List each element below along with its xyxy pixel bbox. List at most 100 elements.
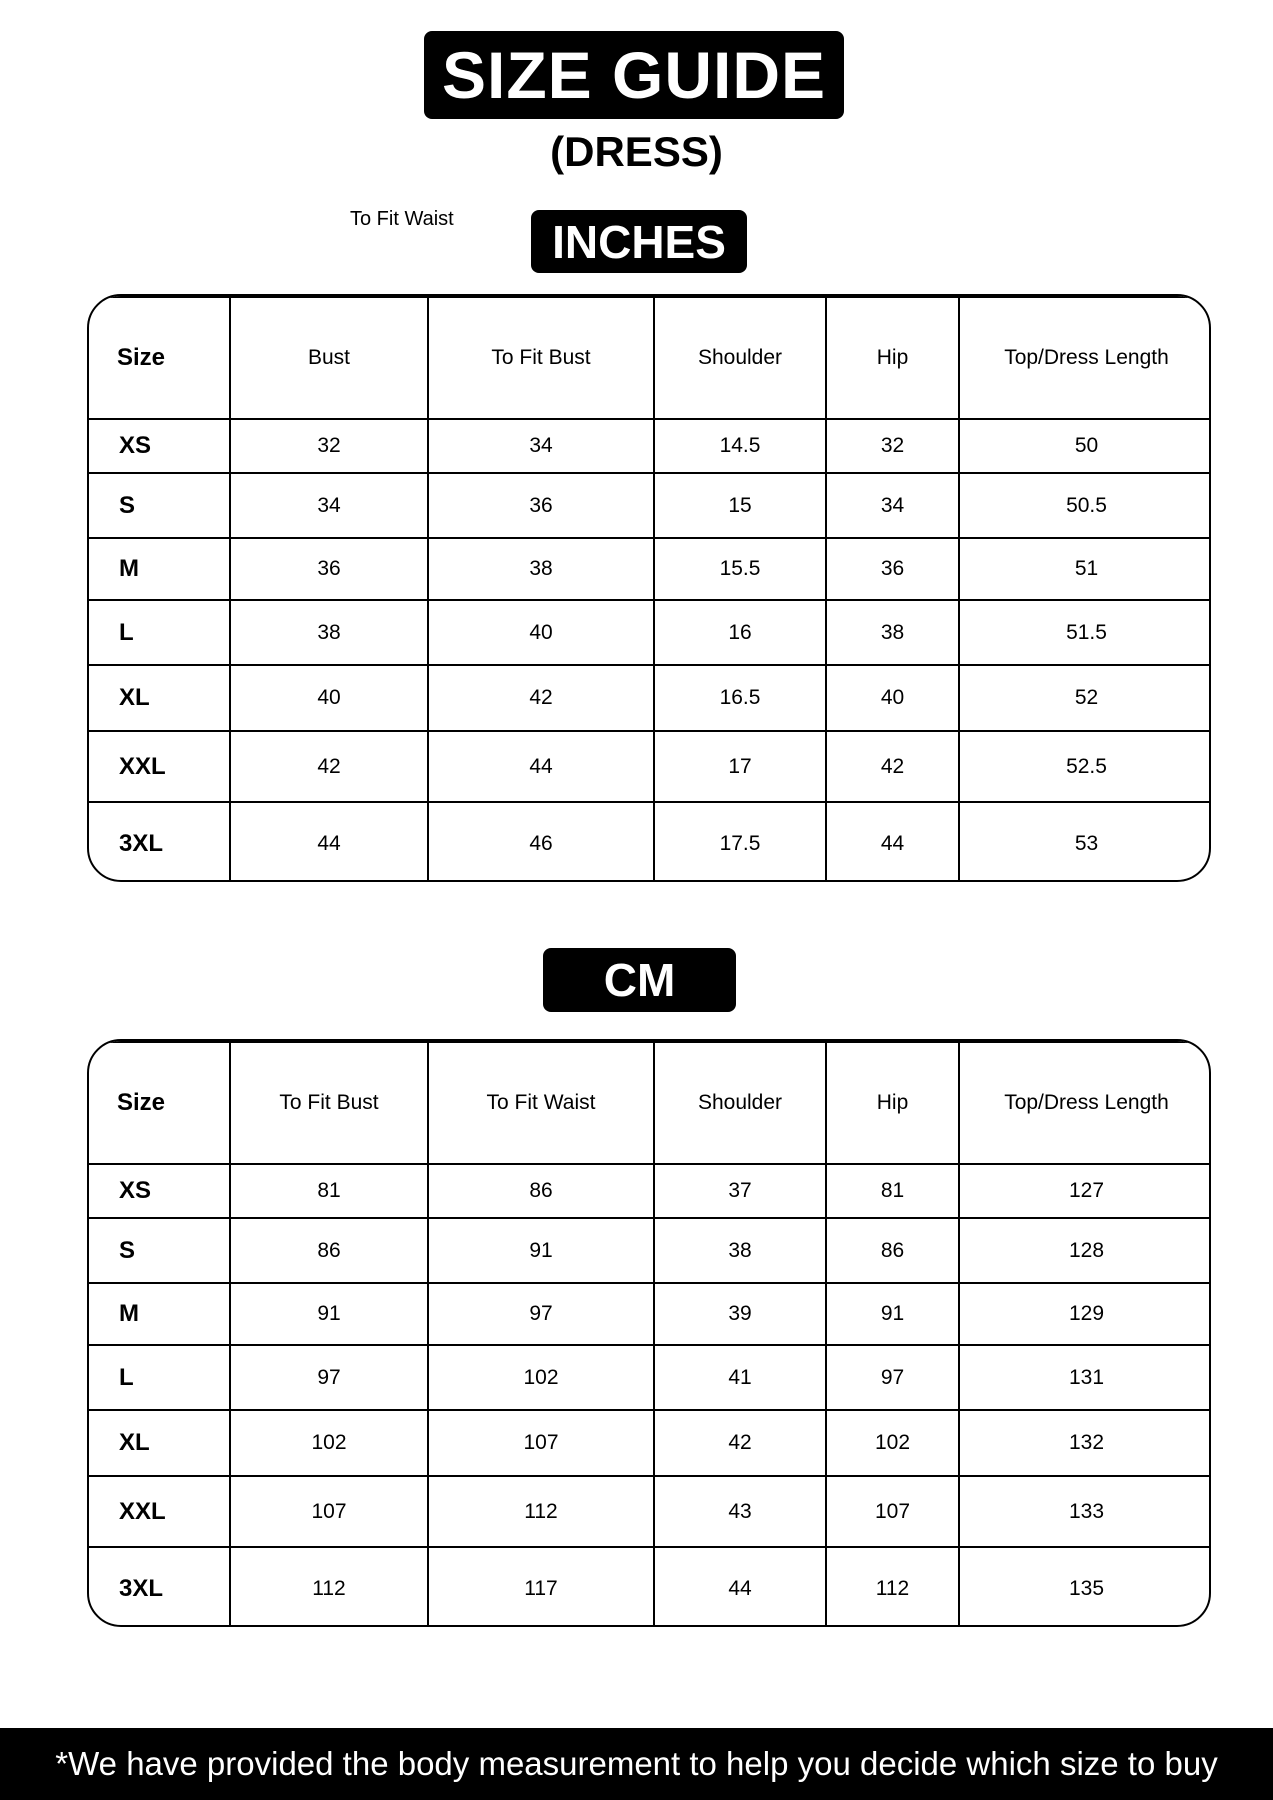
table-row: XL 40 42 16.5 40 52 — [89, 664, 1209, 732]
column-header: Shoulder — [653, 296, 827, 420]
cm-table-wrap: Size To Fit Bust To Fit Waist Shoulder Hip To… — [87, 1039, 1211, 1627]
cm-table: Size To Fit Bust To Fit Waist Shoulder Hip To… — [89, 1041, 1209, 1625]
column-header: To Fit Bust — [229, 1041, 429, 1165]
table-row: XXL 42 44 17 42 52.5 — [89, 730, 1209, 803]
value-cell: 50.5 — [958, 472, 1209, 539]
column-header: To Fit Waist — [427, 1041, 655, 1165]
size-cell: S — [89, 472, 231, 539]
size-cell: M — [89, 537, 231, 601]
value-cell: 102 — [229, 1409, 429, 1477]
value-cell: 34 — [229, 472, 429, 539]
value-cell: 129 — [958, 1282, 1209, 1346]
column-header: Shoulder — [653, 1041, 827, 1165]
value-cell: 42 — [427, 664, 655, 732]
value-cell: 42 — [825, 730, 960, 803]
column-header: Bust — [229, 296, 429, 420]
column-header: Hip — [825, 296, 960, 420]
header-row: Size Bust To Fit Bust Shoulder Hip Top/Dress … — [89, 296, 1209, 420]
table-row: 3XL 44 46 17.5 44 53 — [89, 801, 1209, 880]
value-cell: 132 — [958, 1409, 1209, 1477]
value-cell: 38 — [825, 599, 960, 666]
value-cell: 15.5 — [653, 537, 827, 601]
column-header: Top/Dress Length — [958, 296, 1209, 420]
value-cell: 128 — [958, 1217, 1209, 1284]
value-cell: 53 — [958, 801, 1209, 880]
value-cell: 86 — [825, 1217, 960, 1284]
value-cell: 41 — [653, 1344, 827, 1411]
value-cell: 112 — [229, 1546, 429, 1625]
cm-label: CM — [543, 948, 736, 1012]
value-cell: 44 — [229, 801, 429, 880]
value-cell: 52.5 — [958, 730, 1209, 803]
value-cell: 86 — [229, 1217, 429, 1284]
table-row: S 34 36 15 34 50.5 — [89, 472, 1209, 539]
value-cell: 44 — [825, 801, 960, 880]
value-cell: 36 — [825, 537, 960, 601]
value-cell: 102 — [427, 1344, 655, 1411]
column-header: To Fit Bust — [427, 296, 655, 420]
value-cell: 97 — [229, 1344, 429, 1411]
size-cell: XL — [89, 664, 231, 732]
value-cell: 81 — [229, 1163, 429, 1219]
value-cell: 16.5 — [653, 664, 827, 732]
value-cell: 37 — [653, 1163, 827, 1219]
inches-table: Size Bust To Fit Bust Shoulder Hip Top/Dress … — [89, 296, 1209, 880]
value-cell: 91 — [427, 1217, 655, 1284]
size-cell: 3XL — [89, 801, 231, 880]
value-cell: 34 — [825, 472, 960, 539]
table-row: XS 81 86 37 81 127 — [89, 1163, 1209, 1219]
value-cell: 52 — [958, 664, 1209, 732]
value-cell: 40 — [229, 664, 429, 732]
value-cell: 91 — [229, 1282, 429, 1346]
value-cell: 17 — [653, 730, 827, 803]
table-row: XS 32 34 14.5 32 50 — [89, 418, 1209, 474]
value-cell: 34 — [427, 418, 655, 474]
table-row: M 36 38 15.5 36 51 — [89, 537, 1209, 601]
value-cell: 17.5 — [653, 801, 827, 880]
value-cell: 133 — [958, 1475, 1209, 1548]
value-cell: 42 — [229, 730, 429, 803]
size-cell: M — [89, 1282, 231, 1346]
value-cell: 107 — [825, 1475, 960, 1548]
stray-label: To Fit Waist — [350, 208, 454, 230]
value-cell: 36 — [229, 537, 429, 601]
value-cell: 112 — [427, 1475, 655, 1548]
value-cell: 44 — [427, 730, 655, 803]
size-cell: 3XL — [89, 1546, 231, 1625]
page-title: SIZE GUIDE — [424, 31, 844, 119]
size-cell: L — [89, 599, 231, 666]
value-cell: 131 — [958, 1344, 1209, 1411]
value-cell: 32 — [825, 418, 960, 474]
table-row: XXL 107 112 43 107 133 — [89, 1475, 1209, 1548]
value-cell: 112 — [825, 1546, 960, 1625]
size-cell: XS — [89, 418, 231, 474]
table-row: XL 102 107 42 102 132 — [89, 1409, 1209, 1477]
column-header: Hip — [825, 1041, 960, 1165]
value-cell: 15 — [653, 472, 827, 539]
table-row: S 86 91 38 86 128 — [89, 1217, 1209, 1284]
value-cell: 43 — [653, 1475, 827, 1548]
size-cell: XL — [89, 1409, 231, 1477]
value-cell: 44 — [653, 1546, 827, 1625]
value-cell: 97 — [427, 1282, 655, 1346]
table-row: L 97 102 41 97 131 — [89, 1344, 1209, 1411]
size-cell: XXL — [89, 1475, 231, 1548]
value-cell: 42 — [653, 1409, 827, 1477]
value-cell: 51.5 — [958, 599, 1209, 666]
value-cell: 51 — [958, 537, 1209, 601]
value-cell: 38 — [653, 1217, 827, 1284]
value-cell: 91 — [825, 1282, 960, 1346]
value-cell: 38 — [229, 599, 429, 666]
column-header: Top/Dress Length — [958, 1041, 1209, 1165]
value-cell: 16 — [653, 599, 827, 666]
page-subtitle: (DRESS) — [550, 128, 723, 175]
header-row: Size To Fit Bust To Fit Waist Shoulder Hip To… — [89, 1041, 1209, 1165]
value-cell: 46 — [427, 801, 655, 880]
inches-label: INCHES — [531, 210, 747, 273]
value-cell: 97 — [825, 1344, 960, 1411]
size-cell: S — [89, 1217, 231, 1284]
column-header: Size — [89, 296, 231, 420]
value-cell: 50 — [958, 418, 1209, 474]
value-cell: 127 — [958, 1163, 1209, 1219]
footer-note: *We have provided the body measurement t… — [0, 1728, 1273, 1800]
